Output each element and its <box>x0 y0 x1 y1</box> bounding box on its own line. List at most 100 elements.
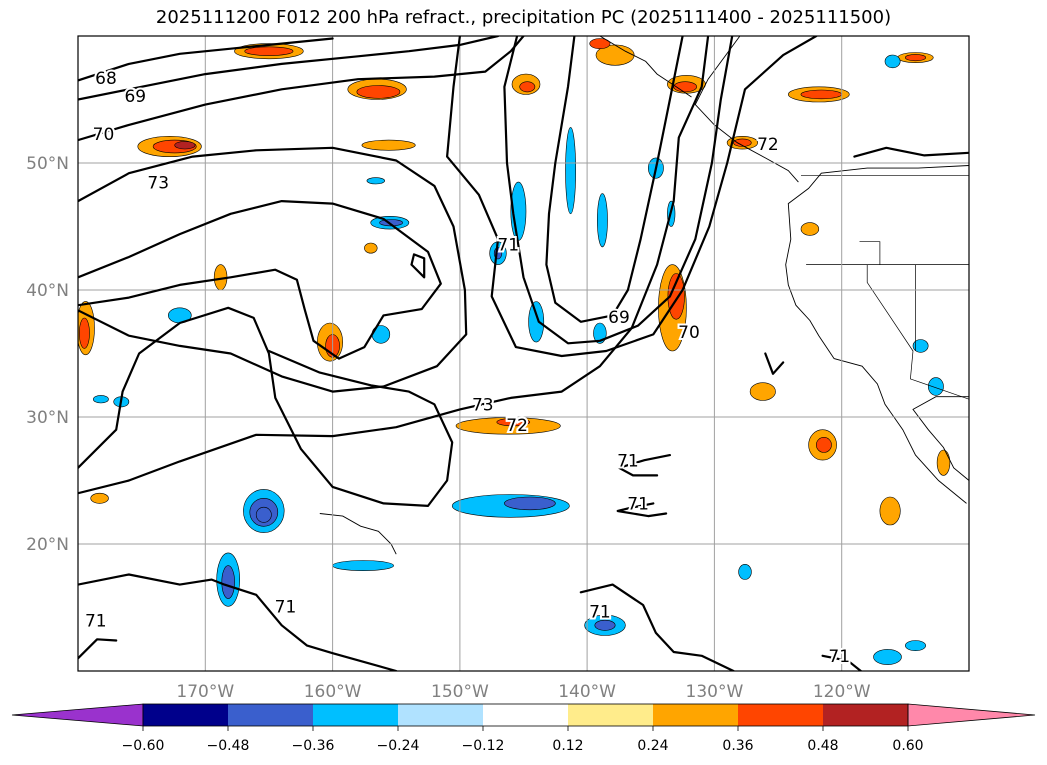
coastline <box>319 513 397 555</box>
colorbar-tick-label: 0.24 <box>637 738 668 754</box>
contour-label: 70 <box>678 323 700 343</box>
contour-label: 73 <box>472 396 494 416</box>
contour-label: 69 <box>608 308 630 328</box>
precip-patch <box>879 496 901 526</box>
contour-line-69 <box>545 36 684 323</box>
precip-patch <box>93 395 109 404</box>
precip-patch <box>904 54 926 62</box>
precip-patch <box>749 382 776 401</box>
coastline <box>912 396 969 481</box>
colorbar-tick-label: 0.12 <box>552 738 583 754</box>
contour-label: 71 <box>85 612 107 632</box>
contour-label: 71 <box>589 603 611 623</box>
contour-line-73 <box>78 146 468 393</box>
contour-label: 68 <box>95 69 117 89</box>
precip-patch <box>593 322 607 344</box>
contour-line-71 <box>821 654 862 671</box>
colorbar-tick-label: −0.36 <box>292 738 335 754</box>
precip-patch <box>504 496 556 511</box>
map-background <box>78 36 969 671</box>
precip-patch <box>519 81 536 93</box>
colorbar-extend-high <box>907 703 1036 727</box>
precip-patch <box>589 38 611 49</box>
colorbar-extend-low <box>11 703 144 727</box>
state-boundary <box>859 241 881 265</box>
precip-patch <box>79 317 90 349</box>
contour-line-72 <box>78 306 454 507</box>
contour-line-69 <box>78 36 500 101</box>
state-boundary <box>866 264 969 400</box>
colorbar-segment <box>738 704 823 726</box>
precip-patch <box>912 339 929 353</box>
contour-line-73 <box>410 253 426 279</box>
coastline <box>599 36 692 98</box>
precip-patch <box>528 301 545 343</box>
map-frame <box>77 35 970 672</box>
colorbar-tick-label: 0.60 <box>892 738 923 754</box>
longitude-label: 160°W <box>304 682 362 702</box>
precip-patch <box>800 222 820 236</box>
latitude-labels: 20°N 30°N 40°N 50°N <box>26 154 69 555</box>
map-title: 2025111200 F012 200 hPa refract., precip… <box>155 7 892 28</box>
latitude-label: 40°N <box>26 281 69 301</box>
precip-patch <box>884 54 901 69</box>
precip-patch <box>174 141 196 150</box>
precip-patch <box>255 506 272 523</box>
contour-label: 71 <box>627 495 649 515</box>
precip-patch <box>816 436 832 453</box>
contour-layer <box>78 36 969 671</box>
colorbar-segment <box>228 704 313 726</box>
longitude-label: 130°W <box>686 682 744 702</box>
precip-patch <box>800 89 842 100</box>
precip-patch <box>90 492 109 504</box>
precip-patch <box>356 85 401 99</box>
precip-patch <box>332 560 394 571</box>
precip-patch <box>244 46 294 56</box>
colorbar-tick-label: −0.48 <box>207 738 250 754</box>
contour-line-72 <box>78 36 710 495</box>
contour-label: 71 <box>828 647 850 667</box>
precip-patch <box>594 619 616 631</box>
colorbar-tick-label: −0.60 <box>122 738 165 754</box>
colorbar-frame <box>142 703 909 727</box>
precip-patch <box>364 242 378 254</box>
colorbar-tick-label: −0.24 <box>377 738 420 754</box>
contour-line-68 <box>78 37 334 82</box>
precip-patch <box>928 377 944 396</box>
precip-patch <box>936 449 951 476</box>
precip-patch <box>366 177 385 185</box>
colorbar-segment <box>398 704 483 726</box>
contour-label: 71 <box>275 598 297 618</box>
longitude-label: 120°W <box>813 682 871 702</box>
contour-label: 71 <box>617 451 639 471</box>
contour-label-layer: 68 69 70 73 71 69 70 72 73 72 71 71 71 71 71 71 <box>83 67 852 669</box>
colorbar-segment <box>568 704 653 726</box>
colorbar-segment <box>823 704 908 726</box>
latitude-label: 30°N <box>26 408 69 428</box>
contour-line-71 <box>78 638 118 660</box>
longitude-label: 140°W <box>558 682 616 702</box>
contour-line-71 <box>579 583 735 671</box>
contour-line-71 <box>446 36 818 358</box>
contour-label: 72 <box>506 416 528 436</box>
contour-line-70 <box>78 36 525 142</box>
longitude-labels: 170°W 160°W 150°W 140°W 130°W 120°W <box>176 682 870 702</box>
contour-line-71 <box>853 146 969 158</box>
colorbar-tick-label: −0.12 <box>462 738 505 754</box>
precip-patch <box>221 565 235 599</box>
contour-line-71 <box>78 573 398 671</box>
coastline <box>694 36 799 183</box>
contour-line-70 <box>503 36 734 345</box>
colorbar: −0.60 −0.48 −0.36 −0.24 −0.12 0.12 0.24 0.36 0.4… <box>11 703 1036 754</box>
precip-patch <box>738 564 752 580</box>
colorbar-tick-label: 0.36 <box>722 738 753 754</box>
contour-line-72 <box>764 352 785 375</box>
latitude-label: 50°N <box>26 154 69 174</box>
colorbar-segment <box>483 704 568 726</box>
contour-label: 69 <box>124 87 146 107</box>
precip-patch <box>496 418 531 427</box>
contour-label: 71 <box>497 236 519 256</box>
colorbar-tick-label: 0.48 <box>807 738 838 754</box>
latitude-label: 20°N <box>26 535 69 555</box>
